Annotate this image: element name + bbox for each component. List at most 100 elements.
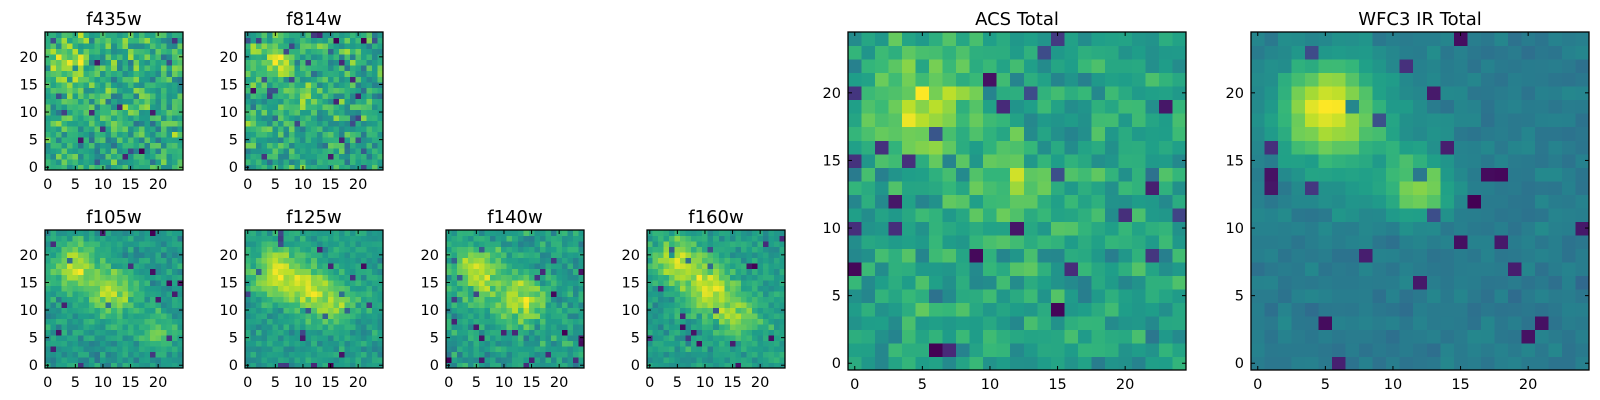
heatmap-cell [116, 164, 123, 171]
heatmap-cell [762, 340, 770, 347]
heatmap-cell [256, 98, 263, 105]
heatmap-cell [490, 285, 497, 292]
heatmap-cell [50, 230, 57, 237]
heatmap-cell [45, 87, 52, 94]
heatmap-cell [539, 279, 546, 286]
heatmap-cell [506, 279, 513, 286]
heatmap-cell [534, 252, 541, 259]
heatmap-cell [495, 230, 502, 237]
heatmap-cell [713, 301, 720, 308]
heatmap-cell [294, 257, 301, 264]
heatmap-cell [751, 274, 758, 281]
heatmap-cell [256, 142, 263, 149]
heatmap-cell [495, 307, 502, 314]
heatmap-cell [484, 241, 491, 248]
heatmap-cell [366, 279, 373, 286]
heatmap-cell [144, 285, 151, 292]
heatmap-cell [371, 351, 379, 358]
x-tick-label: 15 [121, 375, 139, 391]
heatmap-cell [740, 345, 747, 353]
heatmap-cell [561, 285, 569, 292]
heatmap-cell [166, 307, 173, 314]
heatmap-cell [377, 268, 384, 275]
heatmap-cell [100, 257, 107, 264]
heatmap-cell [1264, 275, 1279, 290]
heatmap-cell [1145, 356, 1160, 371]
heatmap-cell [1145, 302, 1160, 317]
y-tick-label: 15 [20, 275, 38, 291]
heatmap-cell [718, 362, 725, 369]
heatmap-cell [490, 356, 497, 364]
heatmap-cell [696, 301, 703, 308]
heatmap-cell [56, 318, 63, 325]
heatmap-cell [1264, 153, 1279, 168]
heatmap-cell [652, 230, 659, 237]
heatmap-cell [155, 147, 162, 155]
heatmap-cell [272, 147, 279, 155]
heatmap-cell [338, 59, 345, 66]
heatmap-cell [484, 362, 491, 369]
heatmap-cell [757, 329, 764, 336]
heatmap-cell [1251, 329, 1266, 344]
heatmap-cell [746, 312, 753, 319]
heatmap-cell [479, 351, 486, 358]
heatmap-cell [956, 99, 971, 114]
heatmap-cell [1386, 302, 1401, 317]
heatmap-cell [685, 235, 692, 242]
heatmap-cell [1521, 180, 1536, 195]
heatmap-cell [166, 252, 173, 259]
heatmap-cell [969, 140, 984, 155]
heatmap-cell [495, 279, 502, 286]
heatmap-cell [718, 268, 725, 275]
heatmap-cell [360, 279, 368, 286]
heatmap-cell [479, 290, 486, 297]
heatmap-cell [691, 263, 698, 270]
heatmap-cell [556, 257, 563, 264]
heatmap-cell [261, 263, 268, 270]
heatmap-cell [779, 323, 786, 330]
heatmap-cell [561, 274, 569, 281]
y-tick-label: 20 [220, 248, 238, 264]
heatmap-cell [377, 345, 384, 353]
heatmap-cell [707, 301, 714, 308]
heatmap-cell [338, 81, 345, 88]
heatmap-cell [915, 140, 930, 155]
heatmap-cell [316, 351, 323, 358]
heatmap-cell [349, 54, 356, 61]
heatmap-cell [545, 252, 552, 259]
heatmap-cell [1118, 45, 1133, 60]
heatmap-cell [245, 98, 252, 105]
heatmap-cell [729, 274, 736, 281]
heatmap-cell [523, 356, 530, 364]
heatmap-cell [983, 302, 998, 317]
heatmap-cell [333, 153, 340, 160]
heatmap-cell [740, 246, 747, 253]
heatmap-cell [1507, 180, 1522, 195]
heatmap-cell [327, 241, 334, 248]
heatmap-cell [322, 65, 329, 72]
heatmap-cell [1172, 86, 1187, 101]
heatmap-cell [501, 241, 508, 248]
heatmap-cell [861, 126, 876, 141]
heatmap-cell [250, 54, 257, 61]
heatmap-cell [56, 109, 63, 116]
heatmap-cell [149, 318, 156, 325]
heatmap-cell [528, 340, 535, 347]
heatmap-cell [311, 290, 318, 297]
heatmap-cell [83, 230, 90, 237]
heatmap-cell [94, 263, 101, 270]
x-tick-label: 15 [1048, 377, 1066, 393]
heatmap-cell [996, 194, 1011, 209]
heatmap-cell [261, 43, 268, 50]
heatmap-cell [1480, 180, 1495, 195]
heatmap-cell [1291, 288, 1306, 303]
heatmap-cell [539, 301, 546, 308]
heatmap-cell [94, 76, 101, 83]
heatmap-cell [116, 153, 123, 160]
heatmap-cell [1575, 315, 1590, 331]
heatmap-cell [468, 263, 475, 270]
heatmap-cell [729, 257, 736, 264]
heatmap-cell [371, 257, 379, 264]
heatmap-cell [929, 32, 944, 47]
heatmap-cell [1145, 261, 1160, 276]
